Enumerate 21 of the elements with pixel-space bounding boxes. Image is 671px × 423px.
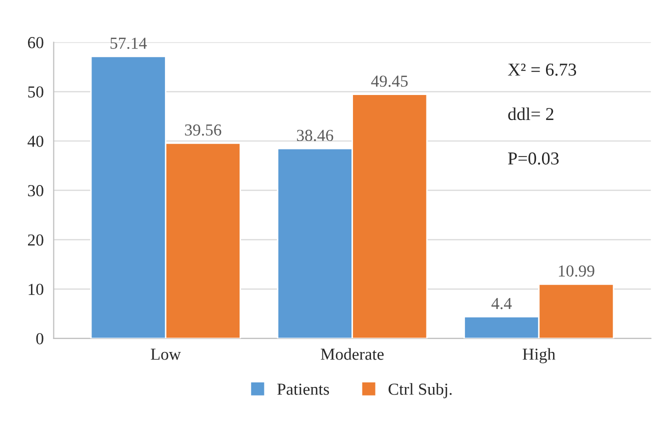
- data-label: 10.99: [558, 265, 594, 277]
- data-label: 38.46: [296, 130, 334, 142]
- data-label: 4.4: [491, 298, 512, 310]
- y-tick-label: 20: [28, 234, 44, 246]
- y-tick-label: 40: [28, 136, 44, 147]
- y-tick-label: 50: [28, 86, 44, 98]
- x-tick-label: High: [522, 348, 556, 364]
- legend-label: Patients: [277, 384, 329, 395]
- legend-label: Ctrl Subj.: [388, 383, 452, 398]
- x-tick-label: Moderate: [320, 348, 384, 360]
- data-label: 57.14: [110, 38, 147, 49]
- y-tick-label: 60: [28, 37, 44, 48]
- data-label: 49.45: [371, 76, 408, 87]
- annotation: ddl= 2: [508, 107, 554, 120]
- y-tick-label: 30: [28, 185, 44, 196]
- y-tick-label: 10: [28, 284, 44, 295]
- data-label: 39.56: [185, 124, 222, 136]
- y-tick-label: 0: [36, 333, 44, 344]
- x-tick-label: Low: [150, 348, 181, 360]
- annotation: X² = 6.73: [508, 64, 576, 76]
- annotation: P=0.03: [508, 152, 559, 165]
